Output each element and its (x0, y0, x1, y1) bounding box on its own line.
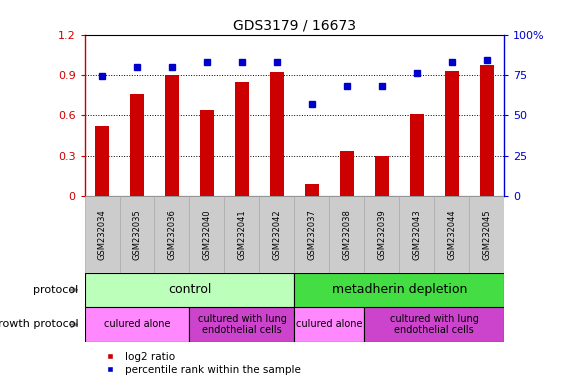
Bar (224, 196, 259, 273)
Text: GSM232041: GSM232041 (237, 209, 247, 260)
Bar (200, 110, 214, 196)
Text: cultured with lung
endothelial cells: cultured with lung endothelial cells (390, 314, 479, 335)
Bar (270, 72, 284, 196)
Bar (154, 196, 189, 273)
Text: control: control (168, 283, 211, 296)
Bar (399, 196, 434, 273)
Bar (85, 273, 294, 307)
Text: GSM232039: GSM232039 (377, 209, 387, 260)
Bar (95, 126, 109, 196)
Text: GSM232042: GSM232042 (272, 209, 282, 260)
Bar (294, 307, 364, 342)
Text: GSM232034: GSM232034 (97, 209, 107, 260)
Title: GDS3179 / 16673: GDS3179 / 16673 (233, 18, 356, 32)
Text: cultured with lung
endothelial cells: cultured with lung endothelial cells (198, 314, 286, 335)
Text: GSM232037: GSM232037 (307, 209, 317, 260)
Bar (189, 307, 294, 342)
Bar (340, 151, 354, 196)
Bar (189, 196, 224, 273)
Bar (410, 114, 424, 196)
Bar (85, 307, 189, 342)
Text: metadherin depletion: metadherin depletion (332, 283, 467, 296)
Bar (375, 156, 389, 196)
Text: culured alone: culured alone (104, 319, 170, 329)
Text: GSM232038: GSM232038 (342, 209, 352, 260)
Bar (130, 94, 144, 196)
Bar (294, 196, 329, 273)
Bar (329, 196, 364, 273)
Text: protocol: protocol (33, 285, 79, 295)
Legend: log2 ratio, percentile rank within the sample: log2 ratio, percentile rank within the s… (96, 348, 305, 379)
Text: GSM232040: GSM232040 (202, 209, 212, 260)
Bar (294, 273, 504, 307)
Text: GSM232045: GSM232045 (482, 209, 491, 260)
Bar (364, 307, 504, 342)
Text: GSM232036: GSM232036 (167, 209, 177, 260)
Bar (165, 75, 179, 196)
Text: growth protocol: growth protocol (0, 319, 79, 329)
Text: GSM232043: GSM232043 (412, 209, 422, 260)
Bar (434, 196, 469, 273)
Bar (469, 196, 504, 273)
Bar (480, 65, 494, 196)
Text: culured alone: culured alone (296, 319, 363, 329)
Bar (445, 71, 459, 196)
Bar (305, 184, 319, 196)
Bar (364, 196, 399, 273)
Bar (259, 196, 294, 273)
Text: GSM232044: GSM232044 (447, 209, 456, 260)
Text: GSM232035: GSM232035 (132, 209, 142, 260)
Bar (120, 196, 154, 273)
Bar (235, 81, 249, 196)
Bar (85, 196, 120, 273)
